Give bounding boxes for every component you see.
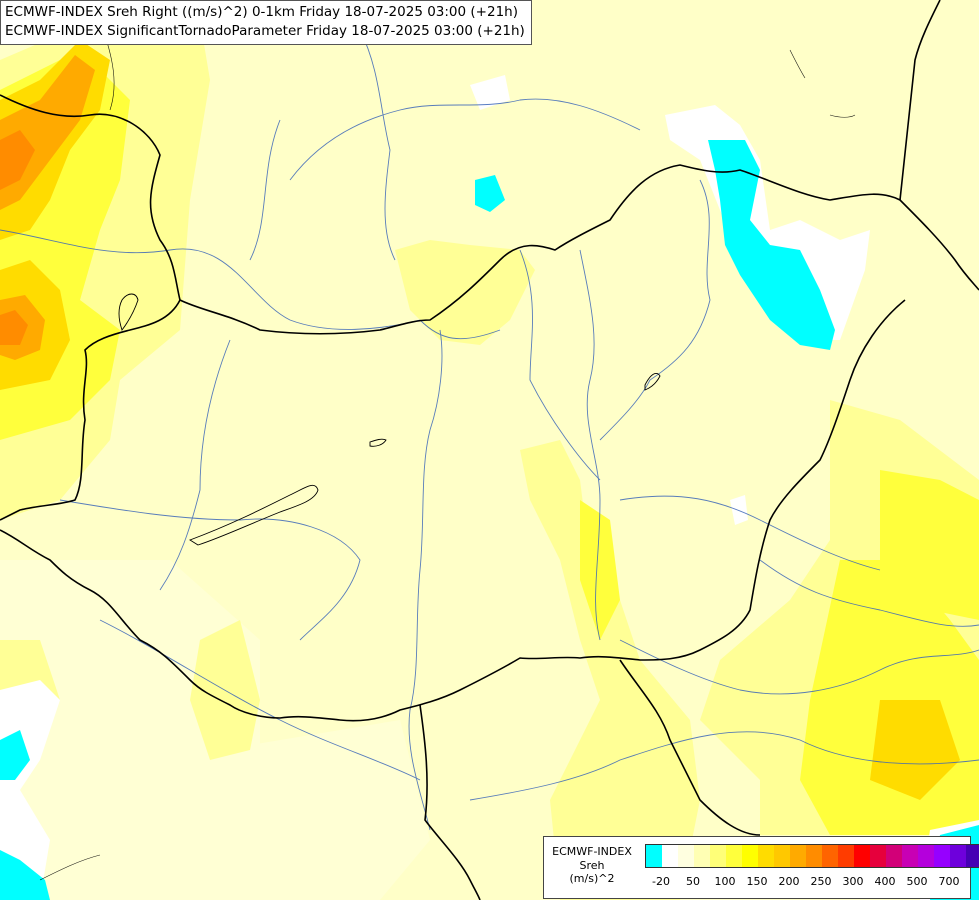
legend-swatch bbox=[662, 845, 678, 867]
legend-title-line-2: Sreh bbox=[579, 858, 605, 872]
color-legend: ECMWF-INDEX Sreh (m/s)^2 -20 50 100 150 200 2… bbox=[543, 836, 979, 899]
legend-swatch bbox=[790, 845, 806, 867]
legend-title-line-3: (m/s)^2 bbox=[569, 872, 615, 885]
map-header: ECMWF-INDEX Sreh Right ((m/s)^2) 0-1km F… bbox=[0, 0, 532, 45]
legend-swatch bbox=[838, 845, 854, 867]
legend-swatch bbox=[902, 845, 918, 867]
legend-swatch bbox=[950, 845, 966, 867]
legend-swatch bbox=[678, 845, 694, 867]
legend-swatch bbox=[758, 845, 774, 867]
legend-swatch bbox=[694, 845, 710, 867]
legend-tick-label: 300 bbox=[842, 875, 864, 888]
legend-swatch bbox=[710, 845, 726, 867]
legend-swatch bbox=[822, 845, 838, 867]
legend-color-bar bbox=[645, 844, 979, 868]
legend-swatch bbox=[918, 845, 934, 867]
legend-tick-label: 250 bbox=[810, 875, 832, 888]
legend-swatch bbox=[774, 845, 790, 867]
lakes bbox=[118, 293, 661, 546]
legend-tick-label: 400 bbox=[874, 875, 896, 888]
legend-tick-label: 500 bbox=[906, 875, 928, 888]
legend-tick-label: 50 bbox=[686, 875, 700, 888]
legend-title-line-1: ECMWF-INDEX bbox=[552, 845, 632, 858]
legend-swatch bbox=[646, 845, 662, 867]
legend-tick-label: 200 bbox=[778, 875, 800, 888]
legend-tick-label: 100 bbox=[714, 875, 736, 888]
legend-swatch bbox=[886, 845, 902, 867]
legend-swatch bbox=[934, 845, 950, 867]
legend-swatch bbox=[966, 845, 979, 867]
legend-tick-label: 700 bbox=[938, 875, 960, 888]
legend-swatch bbox=[806, 845, 822, 867]
field-orange-250 bbox=[0, 130, 35, 345]
legend-swatch bbox=[726, 845, 742, 867]
header-line-2: ECMWF-INDEX SignificantTornadoParameter … bbox=[5, 23, 525, 39]
header-line-1: ECMWF-INDEX Sreh Right ((m/s)^2) 0-1km F… bbox=[5, 4, 518, 20]
legend-tick-labels: -20 50 100 150 200 250 300 400 500 700 bbox=[645, 875, 965, 891]
legend-tick-label: 150 bbox=[746, 875, 768, 888]
legend-title: ECMWF-INDEX Sreh (m/s)^2 bbox=[546, 845, 638, 886]
legend-tick-label: -20 bbox=[652, 875, 670, 888]
rivers bbox=[0, 29, 979, 831]
field-light-areas bbox=[0, 560, 430, 900]
legend-swatch bbox=[854, 845, 870, 867]
legend-swatch bbox=[742, 845, 758, 867]
legend-swatch bbox=[870, 845, 886, 867]
